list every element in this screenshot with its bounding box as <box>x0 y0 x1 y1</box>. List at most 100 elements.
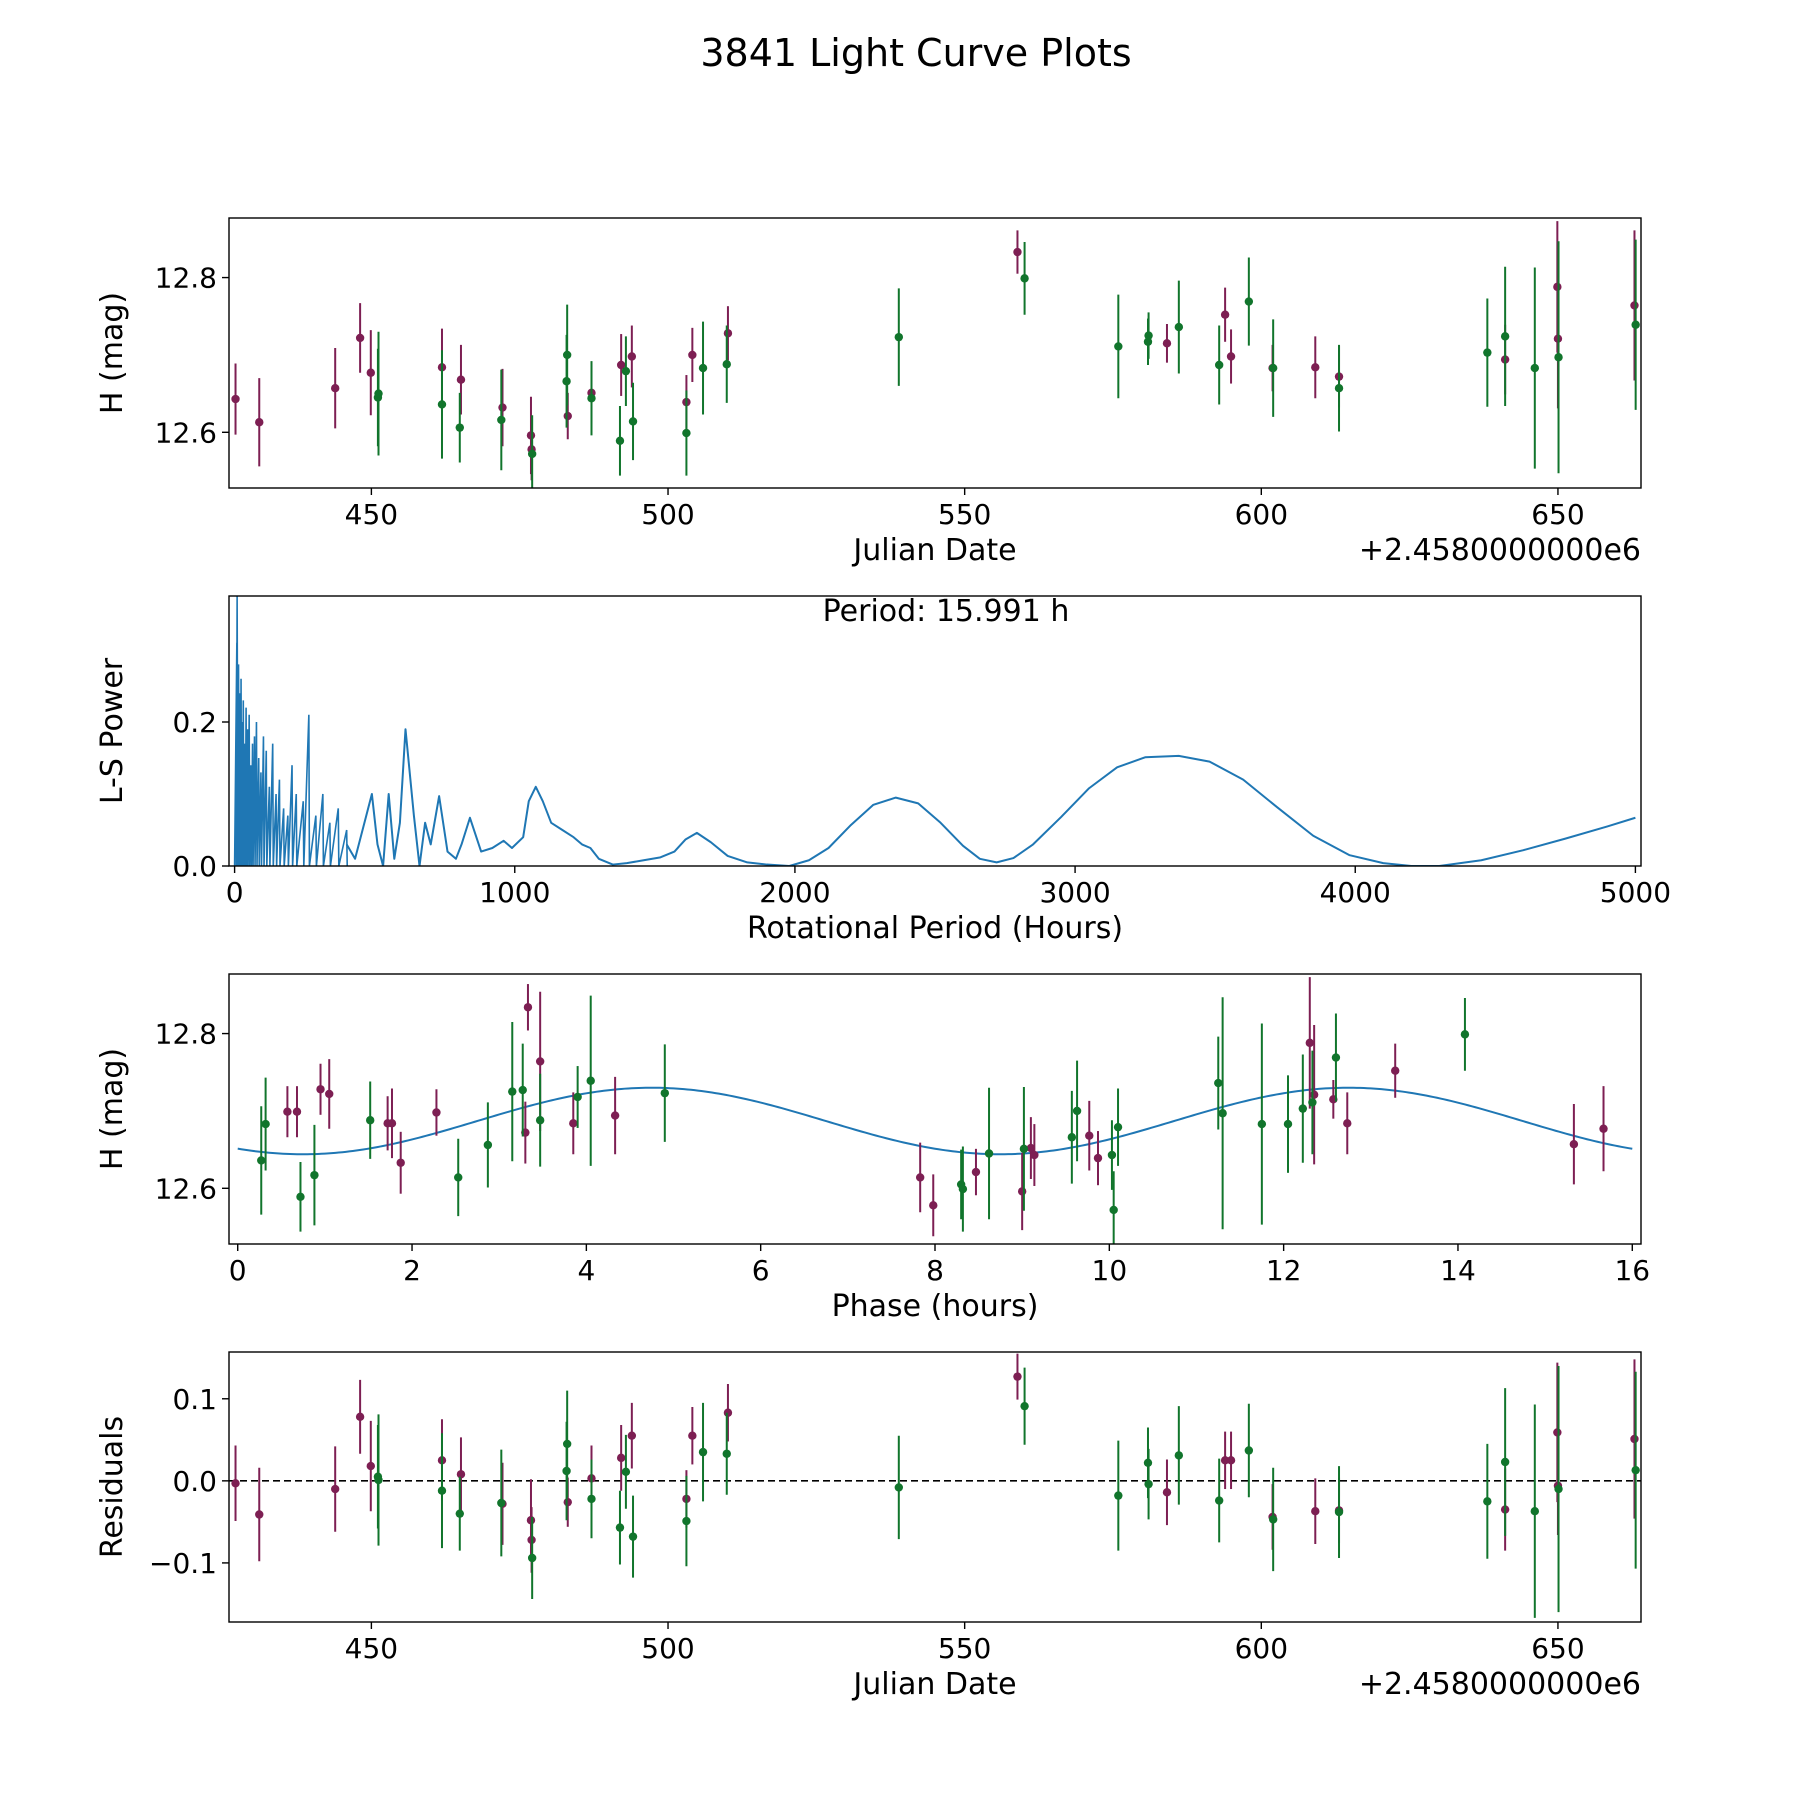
data-point <box>1017 1187 1027 1196</box>
data-layer <box>237 977 1633 1244</box>
y-tick-label: 12.6 <box>155 416 217 449</box>
data-point <box>958 1184 968 1194</box>
x-tick-label: 500 <box>641 498 694 531</box>
y-tick-label: 12.8 <box>155 262 217 295</box>
data-point <box>621 366 631 376</box>
data-point <box>894 332 904 342</box>
x-tick-label: 16 <box>1614 1254 1650 1287</box>
data-point <box>1530 363 1540 373</box>
data-point <box>1174 322 1184 332</box>
data-point <box>1109 1205 1118 1215</box>
x-tick-label: 0 <box>226 876 244 909</box>
data-point <box>616 360 626 370</box>
periodogram-panel: Period: 15.991 h 0 1000 2000 3000 4000 5000 0.… <box>95 594 1671 946</box>
x-tick-label: 600 <box>1235 1632 1288 1665</box>
data-point <box>1114 1491 1123 1500</box>
data-point <box>1107 1150 1117 1160</box>
x-tick-label: 0 <box>229 1254 247 1287</box>
data-point <box>456 375 466 384</box>
data-point <box>1334 1507 1344 1517</box>
plot-frame <box>228 217 1642 489</box>
data-point <box>1113 1122 1123 1132</box>
data-point <box>1174 1451 1184 1460</box>
data-point <box>1144 331 1153 340</box>
data-point <box>1553 1428 1562 1437</box>
data-point <box>310 1170 319 1180</box>
data-point <box>1483 1497 1492 1506</box>
data-point <box>1226 352 1236 361</box>
x-tick-label: 550 <box>938 498 991 531</box>
data-point <box>621 1467 631 1477</box>
data-point <box>1483 348 1492 357</box>
plot-frame <box>228 595 1642 867</box>
data-point <box>1072 1106 1082 1116</box>
data-point <box>330 384 340 393</box>
data-layer <box>231 221 1640 488</box>
data-point <box>1218 1109 1227 1118</box>
data-point <box>722 1449 731 1458</box>
data-point <box>1013 1372 1022 1381</box>
data-point <box>610 1111 620 1120</box>
data-point <box>437 400 447 409</box>
data-point <box>1268 363 1278 373</box>
x-tick-label: 650 <box>1531 498 1584 531</box>
data-point <box>682 428 691 438</box>
data-point <box>1220 1456 1230 1465</box>
data-point <box>682 1516 691 1526</box>
data-point <box>1026 1143 1036 1153</box>
data-point <box>1019 1144 1029 1154</box>
data-point <box>1030 1150 1039 1160</box>
light-curve-panel: 450 500 550 600 650 12.6 12.8 Julian Date H (mag… <box>95 217 1642 568</box>
data-point <box>498 403 507 412</box>
x-tick-label: 14 <box>1440 1254 1476 1287</box>
data-point <box>616 1453 626 1463</box>
data-point <box>1569 1140 1579 1149</box>
periodogram-line <box>345 728 1636 866</box>
y-axis-label: H (mag) <box>95 1048 130 1170</box>
data-point <box>255 418 264 427</box>
x-tick-label: 6 <box>752 1254 770 1287</box>
y-axis-label: L-S Power <box>95 657 130 804</box>
data-point <box>535 1057 545 1066</box>
data-point <box>1013 247 1022 257</box>
data-point <box>483 1140 493 1150</box>
x-tick-label: 1000 <box>479 876 550 909</box>
x-axis-label: Rotational Period (Hours) <box>747 911 1123 946</box>
data-point <box>1144 1479 1153 1489</box>
data-point <box>456 1470 466 1479</box>
data-point <box>1226 1456 1236 1465</box>
data-point <box>432 1108 441 1117</box>
x-axis-label: Julian Date <box>851 1667 1016 1702</box>
data-point <box>1554 353 1563 362</box>
x-tick-label: 4000 <box>1320 876 1391 909</box>
x-tick-label: 450 <box>345 498 398 531</box>
data-point <box>292 1107 302 1116</box>
data-point <box>257 1156 266 1165</box>
data-point <box>563 1497 572 1507</box>
data-point <box>660 1088 670 1098</box>
data-point <box>1334 384 1344 393</box>
x-tick-label: 2 <box>403 1254 421 1287</box>
data-point <box>1311 363 1320 372</box>
data-point <box>1530 1507 1540 1516</box>
y-tick-label: −0.1 <box>149 1547 217 1580</box>
data-point <box>1214 360 1224 370</box>
data-point <box>722 360 731 369</box>
data-point <box>723 1408 733 1417</box>
data-point <box>563 411 572 421</box>
data-point <box>698 363 708 373</box>
data-point <box>1214 1496 1224 1505</box>
data-point <box>562 350 572 360</box>
data-point <box>688 350 697 360</box>
y-tick-label: 12.8 <box>155 1018 217 1051</box>
data-point <box>330 1484 340 1494</box>
period-annotation: Period: 15.991 h <box>823 594 1070 629</box>
phase-fold-panel: 0 2 4 6 8 10 12 14 16 12.6 12.8 Phase (hours) H (mag… <box>95 973 1650 1324</box>
data-point <box>573 1092 582 1102</box>
x-tick-label: 600 <box>1235 498 1288 531</box>
data-point <box>1257 1119 1267 1129</box>
data-point <box>1020 274 1029 283</box>
data-point <box>628 417 638 426</box>
plot-frame <box>228 1351 1642 1623</box>
